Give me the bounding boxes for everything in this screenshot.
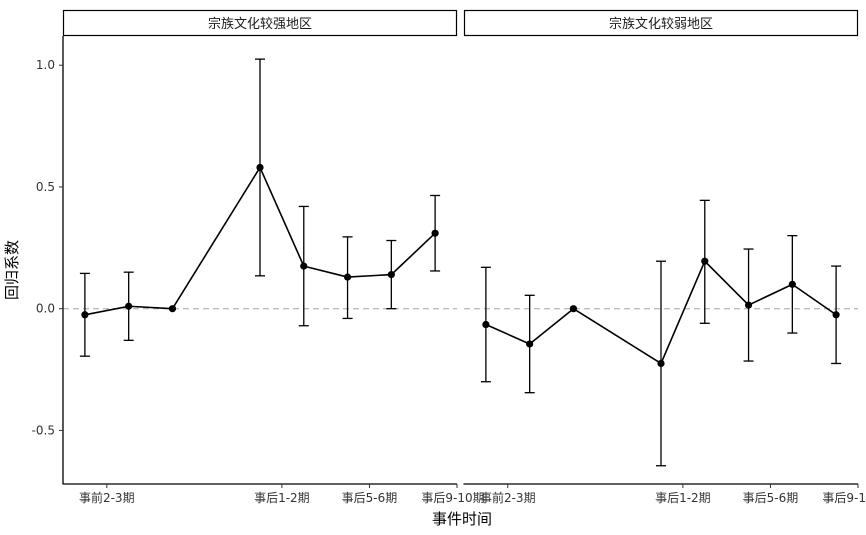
- data-point: [482, 320, 490, 329]
- x-axis-title: 事件时间: [432, 510, 492, 528]
- facet-strip-title: 宗族文化较弱地区: [609, 16, 713, 32]
- data-point: [657, 359, 665, 368]
- data-point: [788, 280, 796, 288]
- data-point: [256, 163, 264, 172]
- y-axis-title: 回归系数: [3, 240, 21, 300]
- data-point: [832, 311, 840, 319]
- x-tick-label: 事后5-6期: [743, 491, 799, 505]
- x-tick-label: 事前2-3期: [79, 490, 135, 505]
- x-tick-label: 事后9-10期: [822, 491, 866, 505]
- data-point: [526, 340, 534, 348]
- y-tick-label: 0.5: [36, 180, 55, 194]
- data-point: [387, 271, 395, 279]
- data-point: [431, 229, 439, 237]
- facet-strips: 宗族文化较强地区 宗族文化较弱地区: [62, 9, 859, 37]
- x-tick-label: 事后5-6期: [342, 491, 398, 505]
- data-point: [569, 305, 578, 313]
- series-line: [485, 260, 837, 365]
- y-tick-label: 1.0: [36, 58, 55, 72]
- facet-strip-title: 宗族文化较强地区: [208, 16, 312, 32]
- x-tick-label: 事前2-3期: [480, 490, 536, 505]
- y-tick-label: 0.0: [36, 302, 55, 316]
- x-tick-label: 事后1-2期: [655, 491, 711, 505]
- facet-strip-box: [62, 9, 458, 37]
- x-tick-label: 事后1-2期: [254, 491, 310, 505]
- data-point: [300, 262, 308, 270]
- data-point: [701, 257, 709, 265]
- data-point: [81, 311, 89, 319]
- data-point: [744, 301, 753, 309]
- series-lines: [84, 166, 837, 365]
- series-line: [84, 166, 436, 316]
- facet-strip-box: [463, 9, 859, 37]
- data-point: [168, 305, 177, 313]
- series-points: [81, 163, 840, 368]
- error-bars: [79, 58, 842, 467]
- x-tick-label: 事后9-10期: [421, 491, 484, 505]
- data-point: [343, 273, 352, 281]
- y-tick-label: -0.5: [32, 423, 55, 437]
- data-point: [125, 302, 133, 310]
- axes: [59, 36, 859, 488]
